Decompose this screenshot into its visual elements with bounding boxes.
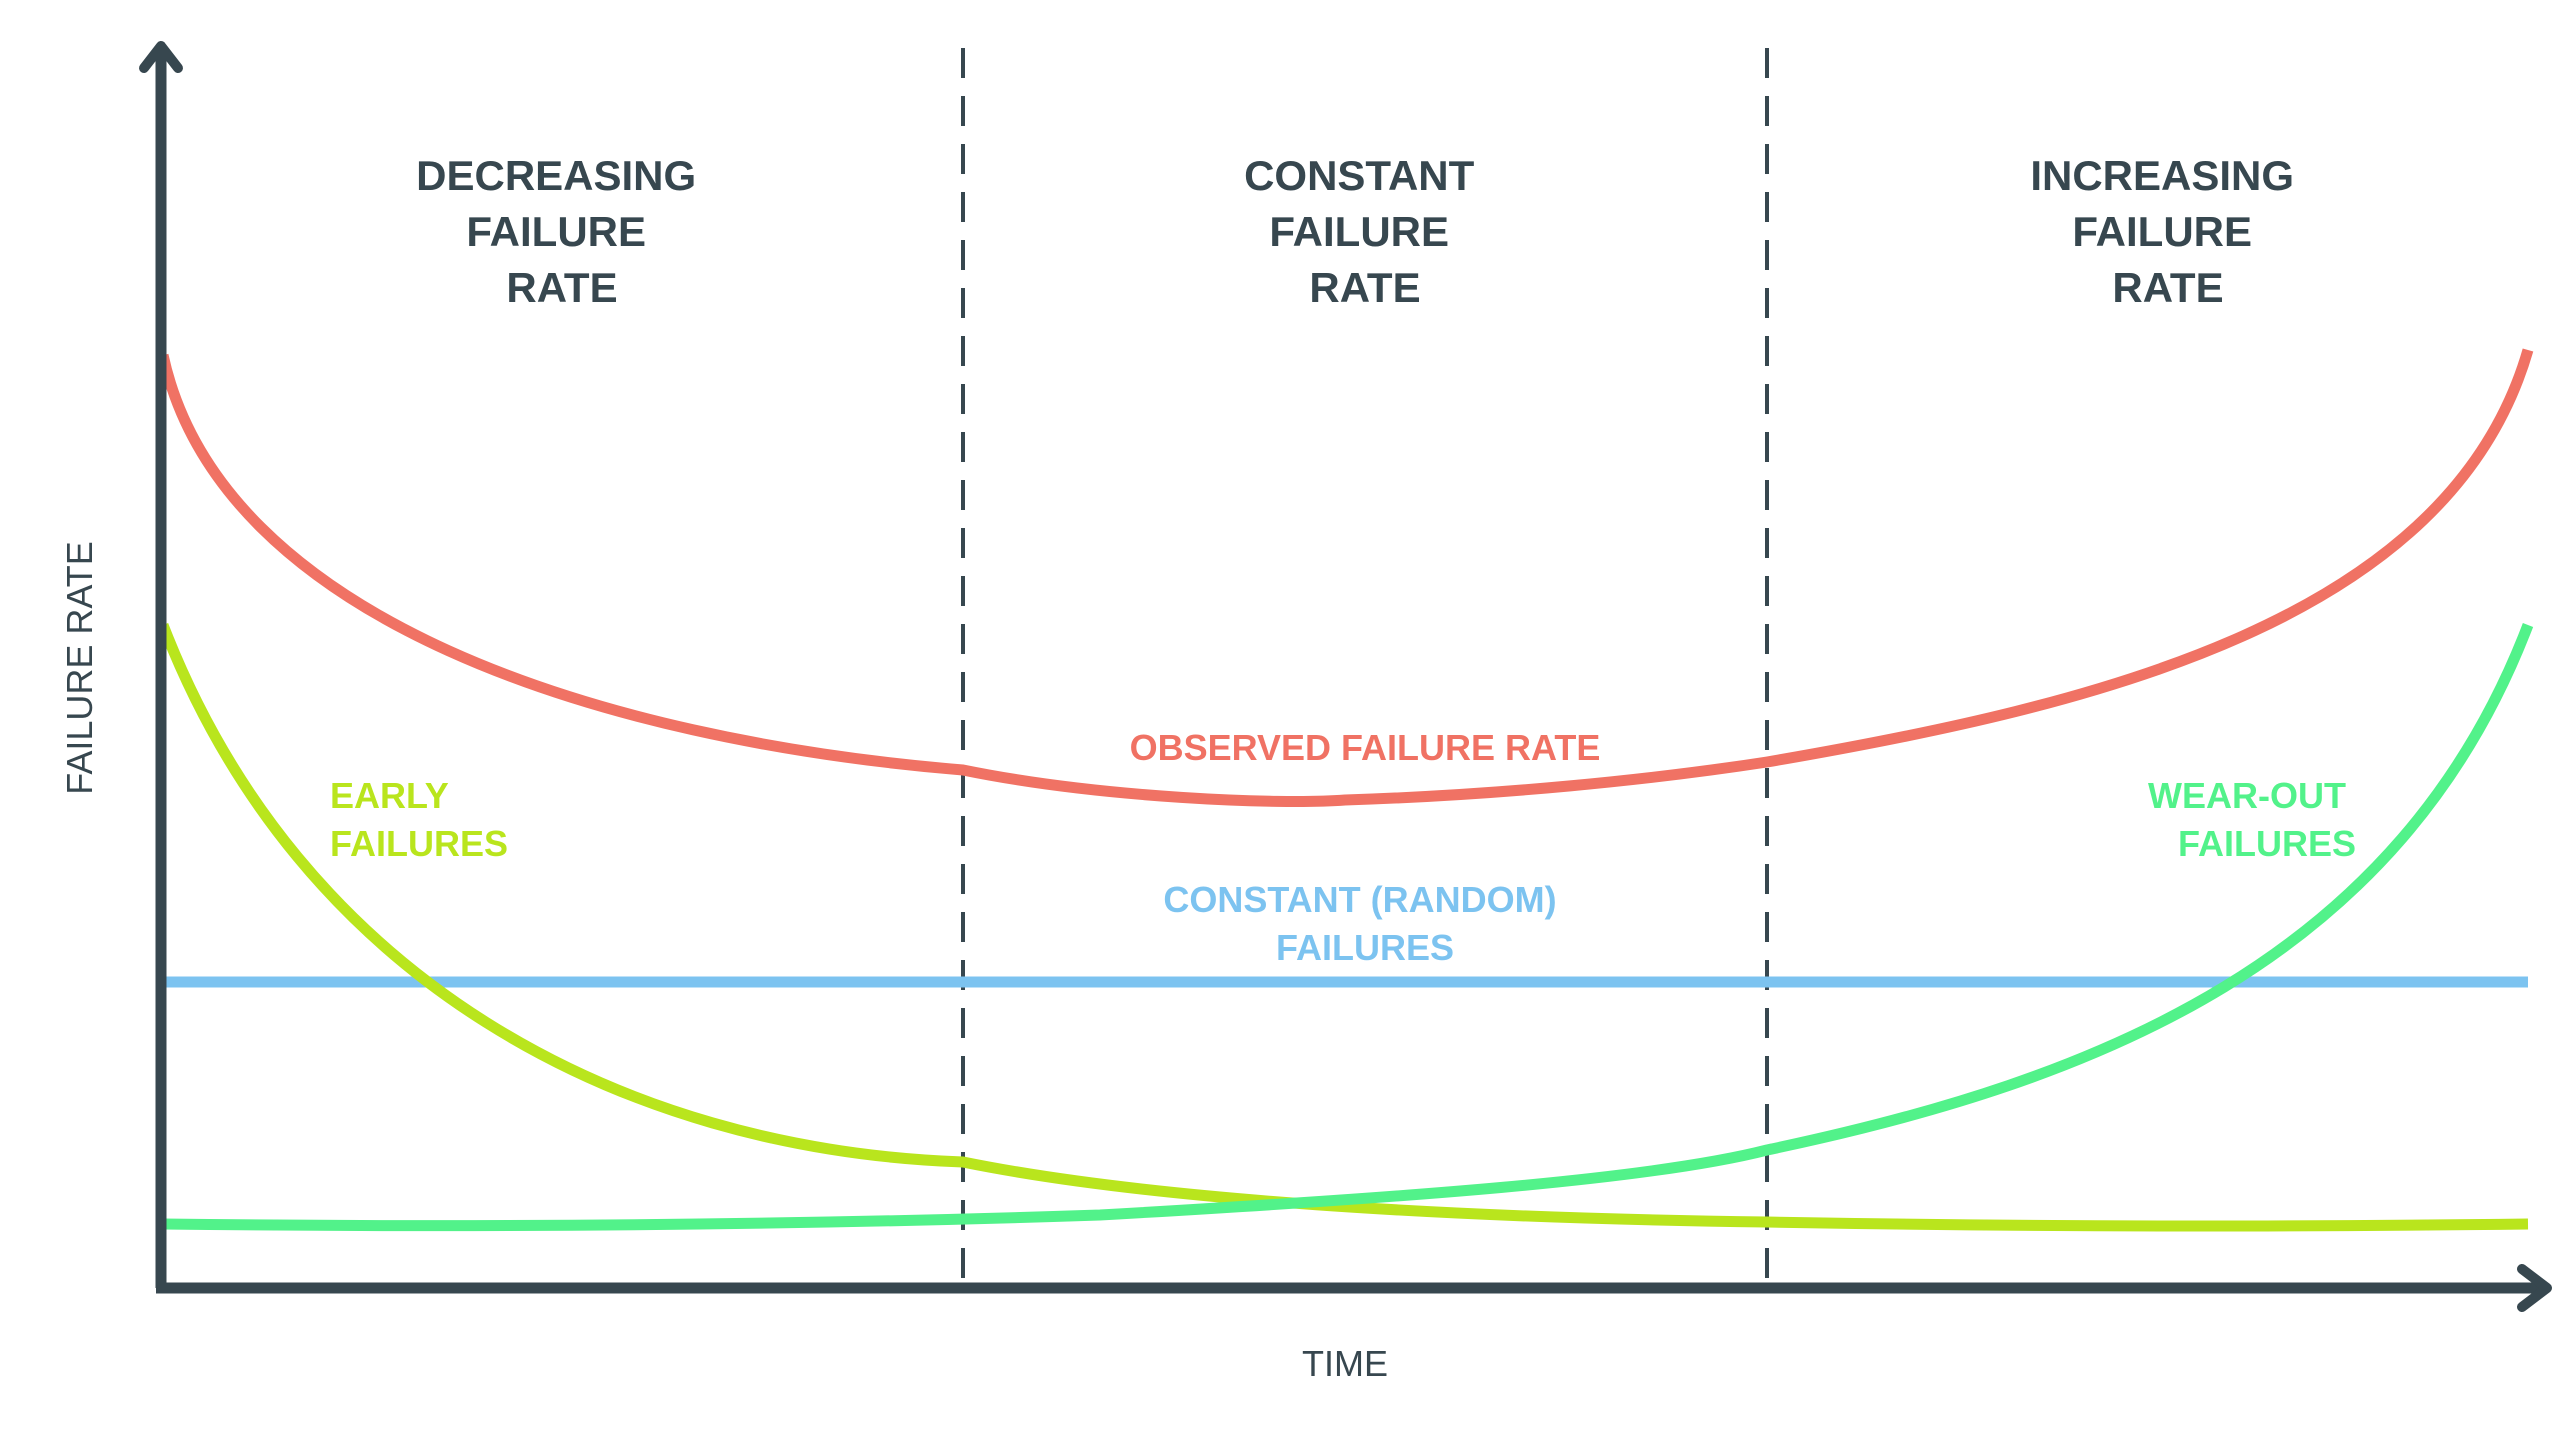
y-axis-label: FAILURE RATE <box>59 541 100 794</box>
phase-label-line: FAILURE <box>466 208 646 255</box>
early-failures-curve <box>157 623 2529 1232</box>
phase-label-constant: CONSTANT FAILURE RATE <box>1244 152 1486 311</box>
phase-label-line: RATE <box>1309 264 1420 311</box>
wearout-failures-label-line: FAILURES <box>2178 823 2356 864</box>
phase-label-line: FAILURE <box>2072 208 2252 255</box>
phase-label-line: CONSTANT <box>1244 152 1475 199</box>
random-failures-label: CONSTANT (RANDOM) FAILURES <box>1163 879 1566 968</box>
x-axis-arrow-icon <box>2517 1264 2552 1312</box>
phase-label-line: RATE <box>506 264 617 311</box>
wearout-failures-curve <box>162 623 2534 1232</box>
wearout-failures-label: WEAR-OUT FAILURES <box>2148 775 2356 864</box>
early-failures-label: EARLY FAILURES <box>330 775 508 864</box>
observed-failure-rate-label: OBSERVED FAILURE RATE <box>1130 727 1601 768</box>
phase-label-increasing: INCREASING FAILURE RATE <box>2030 152 2305 311</box>
phase-label-line: FAILURE <box>1269 208 1449 255</box>
phase-label-line: INCREASING <box>2030 152 2294 199</box>
y-axis-arrow-icon <box>139 41 183 73</box>
early-failures-label-line: FAILURES <box>330 823 508 864</box>
x-axis-label: TIME <box>1302 1343 1388 1384</box>
phase-label-line: DECREASING <box>416 152 696 199</box>
observed-failure-rate-curve <box>157 348 2534 807</box>
phase-label-decreasing: DECREASING FAILURE RATE <box>416 152 708 311</box>
early-failures-label-line: EARLY <box>330 775 449 816</box>
random-failures-label-line: CONSTANT (RANDOM) <box>1163 879 1556 920</box>
wearout-failures-label-line: WEAR-OUT <box>2148 775 2346 816</box>
phase-label-line: RATE <box>2112 264 2223 311</box>
random-failures-label-line: FAILURES <box>1276 927 1454 968</box>
